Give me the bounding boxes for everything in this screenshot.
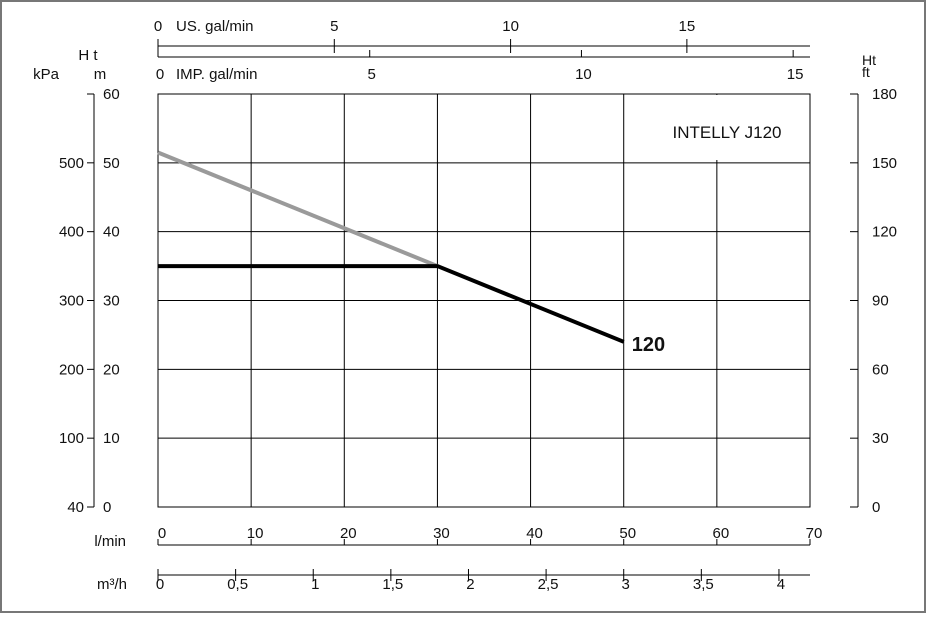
x-lmin-axis-label: l/min bbox=[94, 533, 126, 550]
x-lmin-tick-label: 20 bbox=[340, 525, 357, 542]
y-ft-tick-label: 90 bbox=[872, 293, 889, 310]
x-m3h-tick-label: 0,5 bbox=[227, 576, 248, 593]
y-kpa-tick-label: 400 bbox=[59, 224, 84, 241]
y-kpa-tick-label: 200 bbox=[59, 361, 84, 378]
y-ft-tick-label: 30 bbox=[872, 430, 889, 447]
y-m-tick-label: 60 bbox=[103, 86, 120, 103]
x-lmin-tick-label: 0 bbox=[158, 525, 166, 542]
x-lmin-tick-label: 30 bbox=[433, 525, 450, 542]
x-m3h-tick-label: 2,5 bbox=[538, 576, 559, 593]
x-impgal-tick-label: 15 bbox=[787, 66, 804, 83]
x-lmin-tick-label: 70 bbox=[806, 525, 823, 542]
x-m3h-tick-label: 2 bbox=[466, 576, 474, 593]
right-axis-header: Ht bbox=[862, 52, 876, 68]
y-kpa-tick-label: 100 bbox=[59, 430, 84, 447]
x-m3h-tick-label: 4 bbox=[777, 576, 785, 593]
x-lmin-tick-label: 40 bbox=[526, 525, 543, 542]
series-line-max-head bbox=[157, 150, 439, 268]
x-usgal-axis-label: US. gal/min bbox=[176, 18, 254, 35]
x-m3h-tick-label: 0 bbox=[156, 576, 164, 593]
x-lmin-tick-label: 10 bbox=[247, 525, 264, 542]
curve-label: 120 bbox=[632, 334, 665, 356]
x-m3h-tick-label: 1,5 bbox=[382, 576, 403, 593]
model-label-box bbox=[632, 95, 809, 160]
x-usgal-tick-label: 0 bbox=[154, 18, 162, 35]
x-m3h-tick-label: 3 bbox=[622, 576, 630, 593]
y-ft-tick-label: 180 bbox=[872, 86, 897, 103]
x-impgal-tick-label: 0 bbox=[156, 66, 164, 83]
y-kpa-axis-label: kPa bbox=[33, 66, 60, 83]
x-m3h-axis-label: m³/h bbox=[97, 576, 127, 593]
y-m-tick-label: 50 bbox=[103, 155, 120, 172]
y-kpa-tick-label: 40 bbox=[67, 499, 84, 516]
y-m-axis-label: m bbox=[94, 66, 107, 83]
x-lmin-tick-label: 50 bbox=[619, 525, 636, 542]
x-impgal-tick-label: 10 bbox=[575, 66, 592, 83]
y-ft-tick-label: 0 bbox=[872, 499, 880, 516]
series-line-120 bbox=[158, 264, 625, 344]
x-impgal-axis-label: IMP. gal/min bbox=[176, 66, 257, 83]
x-m3h-tick-label: 1 bbox=[311, 576, 319, 593]
y-ft-tick-label: 150 bbox=[872, 155, 897, 172]
y-ft-tick-label: 60 bbox=[872, 361, 889, 378]
x-m3h-tick-label: 3,5 bbox=[693, 576, 714, 593]
y-m-tick-label: 0 bbox=[103, 499, 111, 516]
x-impgal-tick-label: 5 bbox=[368, 66, 376, 83]
y-m-tick-label: 10 bbox=[103, 430, 120, 447]
model-label: INTELLY J120 bbox=[673, 123, 782, 142]
y-m-tick-label: 20 bbox=[103, 361, 120, 378]
y-kpa-tick-label: 500 bbox=[59, 155, 84, 172]
y-m-tick-label: 30 bbox=[103, 293, 120, 310]
y-m-tick-label: 40 bbox=[103, 224, 120, 241]
y-kpa-tick-label: 300 bbox=[59, 293, 84, 310]
x-usgal-tick-label: 5 bbox=[330, 18, 338, 35]
x-usgal-tick-label: 10 bbox=[502, 18, 519, 35]
y-ft-tick-label: 120 bbox=[872, 224, 897, 241]
left-axis-header: H t bbox=[78, 47, 98, 64]
x-lmin-tick-label: 60 bbox=[713, 525, 730, 542]
y-ft-axis-label: ft bbox=[862, 64, 870, 80]
x-usgal-tick-label: 15 bbox=[679, 18, 696, 35]
